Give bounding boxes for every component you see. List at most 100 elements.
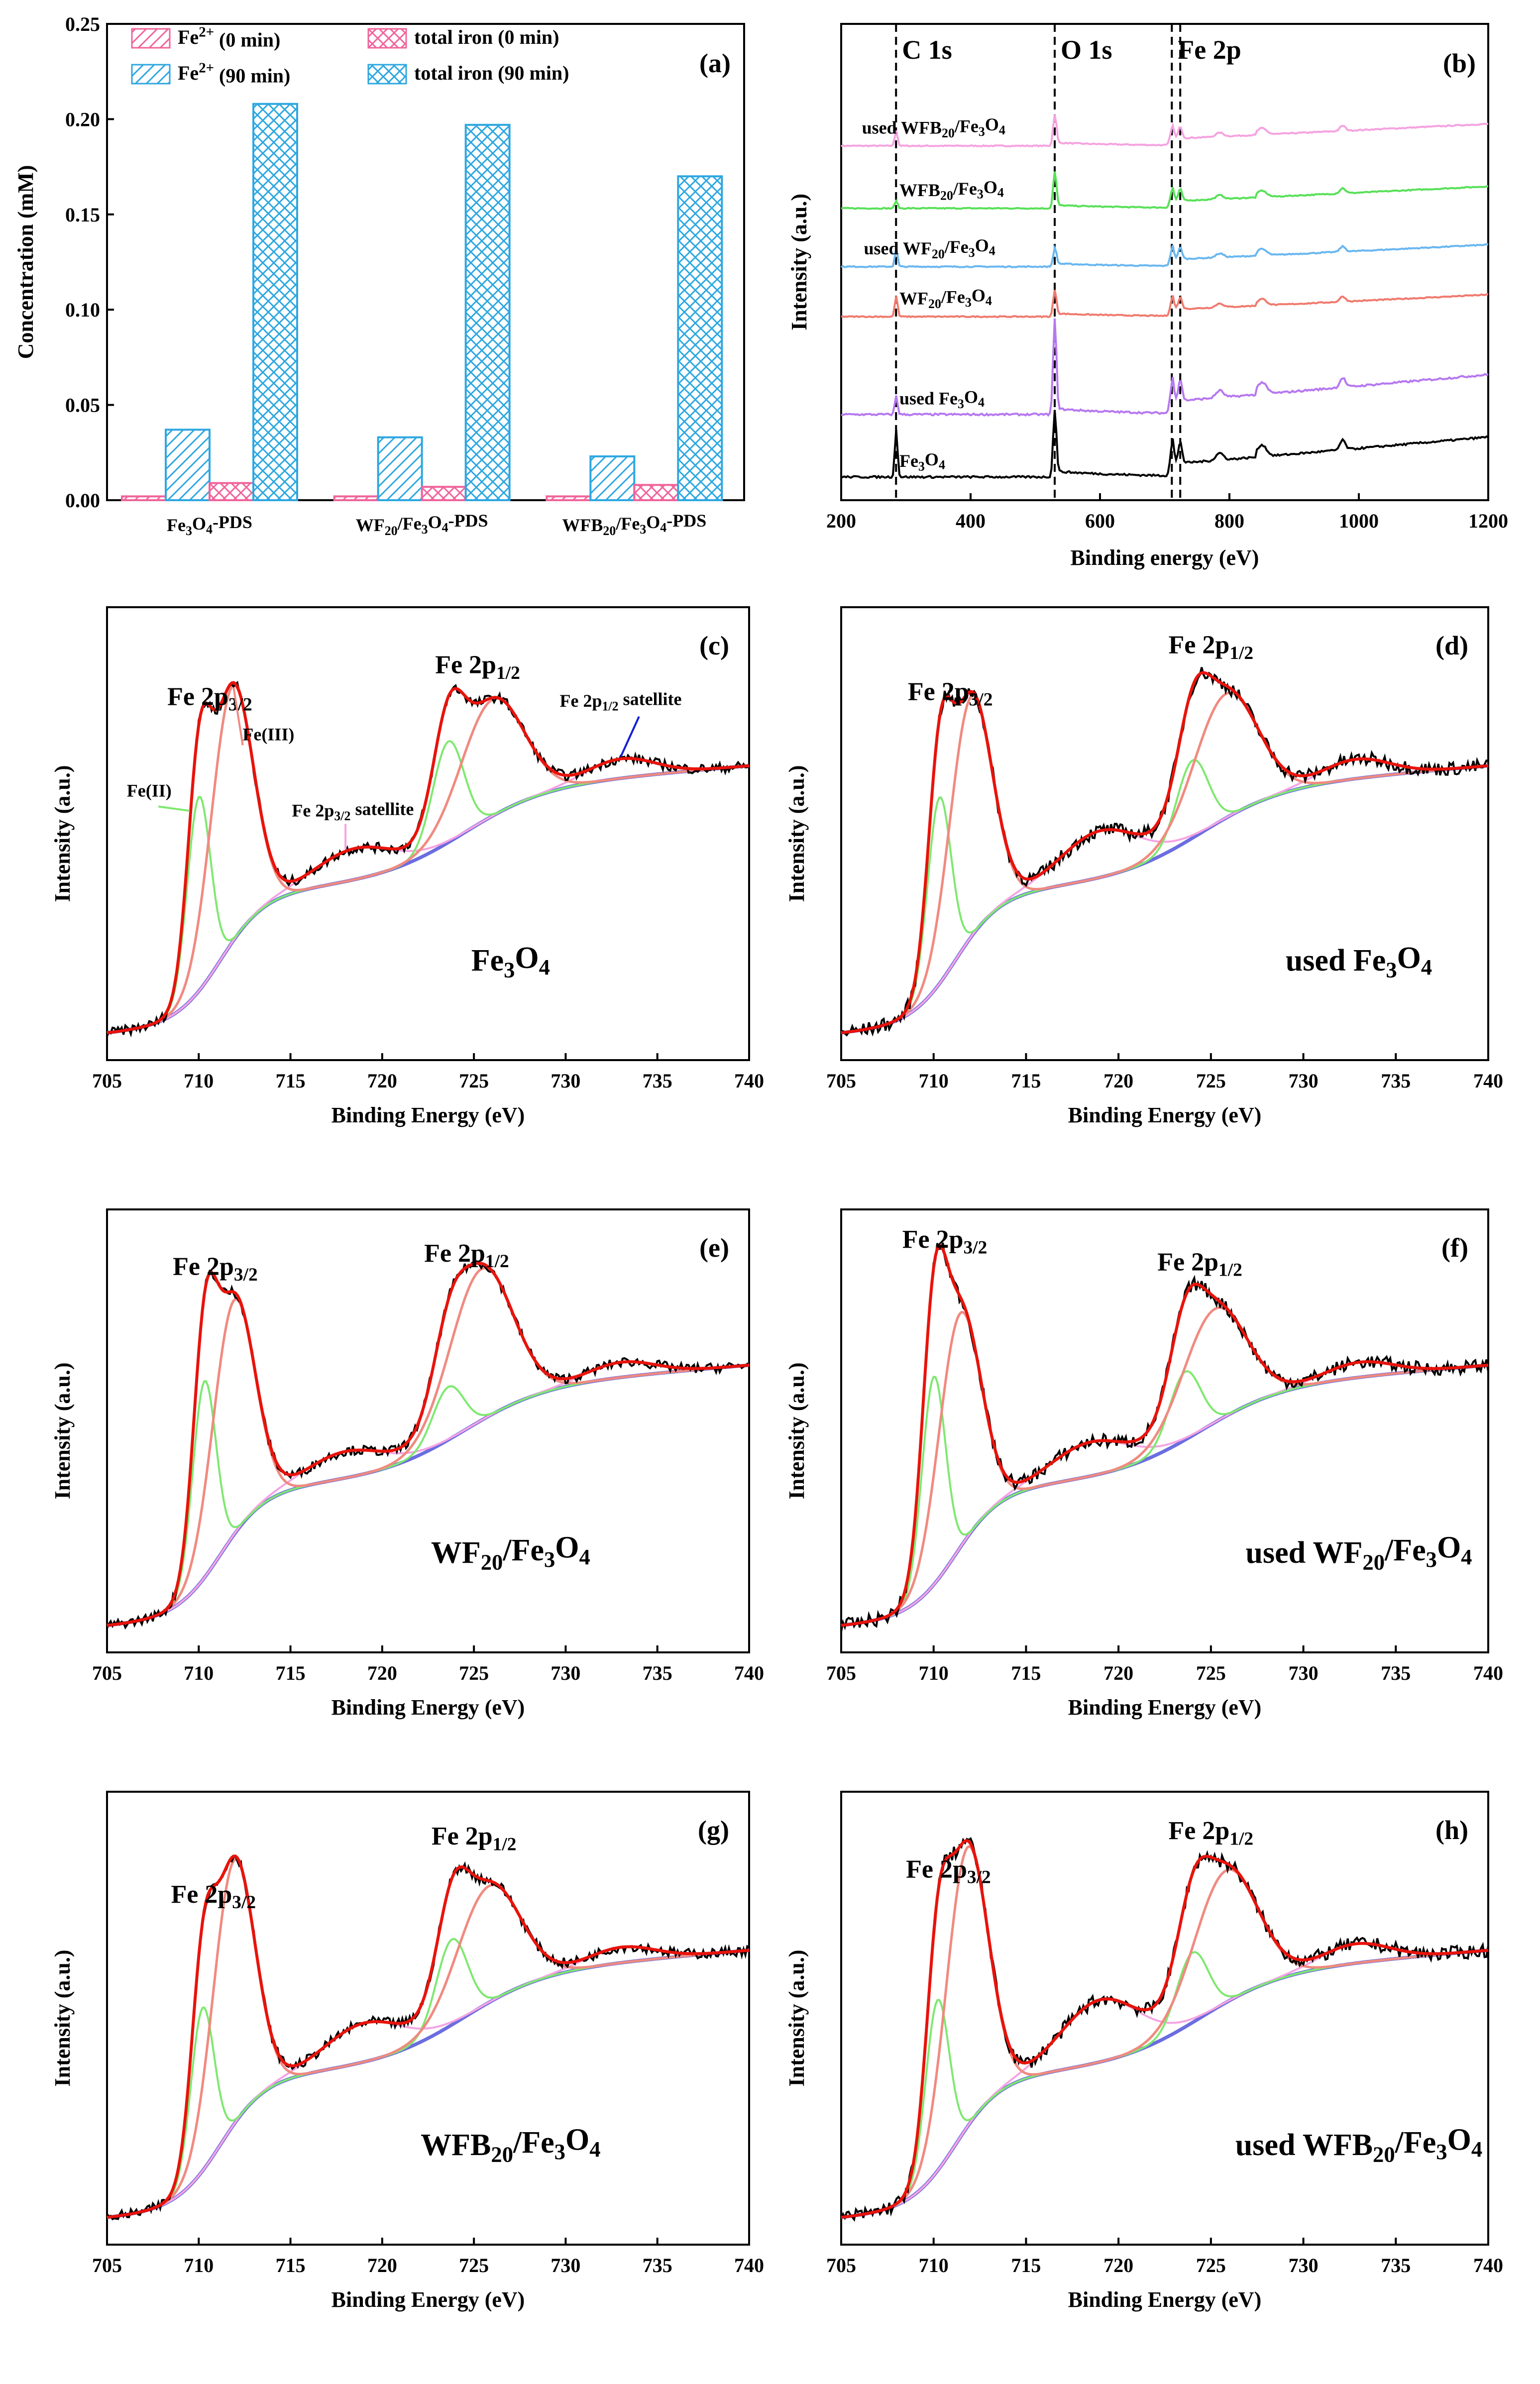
x-tick-label: 715 [1011,1070,1041,1092]
x-axis-label: Binding Energy (eV) [331,2287,525,2312]
bar [677,175,723,501]
envelope-line [107,1854,750,2219]
peak-label: Fe 2p3/2 [906,1855,991,1887]
annotation-arrow [620,716,640,758]
plot-frame [106,1208,750,1653]
fe3-line [107,1858,750,2219]
spectrum-line [841,243,1489,269]
x-tick-label: 735 [643,2254,672,2276]
panel-label: (h) [1435,1815,1468,1845]
x-tick-label: 735 [1381,1070,1411,1092]
peak-label: Fe 2p1/2 [424,1239,509,1272]
x-tick-label: 1200 [1468,510,1508,532]
x-tick-label: 1000 [1339,510,1379,532]
plot-frame [106,606,750,1061]
peak-label: Fe 2p1/2 [435,651,520,683]
spectrum-line [841,290,1489,319]
legend-label: total iron (0 min) [414,26,559,48]
bar [421,486,467,501]
x-tick-label: 200 [826,510,856,532]
fe3-line [107,683,750,1034]
x-tick-label: 740 [734,1662,764,1684]
x-tick-label: 740 [734,1070,764,1092]
fe2-line [841,1364,1489,1626]
x-category-label: WF20/Fe3O4-PDS [356,511,488,538]
spectrum-line [840,114,1489,148]
bar [464,123,511,502]
x-tick-label: 705 [826,1662,856,1684]
spectrum-line [841,410,1489,480]
x-tick-label: 735 [643,1070,672,1092]
sample-label: used Fe3O4 [1286,941,1432,982]
xps-panel: 705 710 715 720 725 730 735 740 Binding Energy (… [784,606,1503,1127]
envelope-line [107,1262,750,1627]
x-tick-label: 725 [1196,2254,1226,2276]
bar [546,495,592,501]
plot-frame [840,23,1489,501]
y-axis-label: Intensity (a.u.) [787,194,811,330]
sample-label: used WF20/Fe3O4 [1246,1531,1472,1575]
panel-label: (a) [699,48,731,78]
envelope-line [841,671,1489,1035]
series-label: used Fe3O4 [899,387,985,411]
y-tick-label: 0.25 [65,13,100,35]
sample-label: Fe3O4 [471,941,550,982]
legend-swatch [131,64,171,85]
sample-label: WFB20/Fe3O4 [421,2123,600,2167]
x-tick-label: 730 [1289,1662,1319,1684]
peak-label: Fe 2p1/2 [1169,631,1254,663]
fe3-line [841,1845,1489,2219]
peak-marker-label: Fe 2p [1178,35,1241,65]
panel-label: (b) [1443,48,1476,78]
x-tick-label: 725 [459,1662,489,1684]
panel-label: (g) [698,1815,729,1845]
series-label: used WFB20/Fe3O4 [862,114,1005,140]
y-axis-label: Intensity (a.u.) [50,1950,75,2086]
x-category-label: Fe3O4-PDS [167,512,252,538]
x-tick-label: 725 [1196,1662,1226,1684]
y-tick-label: 0.05 [65,394,100,417]
plot-frame [840,1208,1489,1653]
envelope-line [841,1244,1489,1627]
panel-label: (d) [1435,631,1468,660]
fe3-line [841,691,1489,1034]
series-label: WFB20/Fe3O4 [899,177,1004,203]
panel-label: (e) [699,1233,729,1263]
envelope-line [107,681,750,1035]
peak-label: Fe 2p3/2 [171,1880,256,1913]
plot-frame [840,1791,1489,2246]
xps-panel: 705 710 715 720 725 730 735 740 Binding Energy (… [50,1208,764,1720]
peak-label: Fe 2p3/2 [173,1253,258,1285]
x-axis-label: Binding energy (eV) [1071,545,1259,570]
y-axis-label: Concentration (mM) [13,165,38,359]
bar [333,495,379,501]
x-tick-label: 710 [184,2254,214,2276]
x-tick-label: 725 [459,2254,489,2276]
x-tick-label: 740 [1473,2254,1503,2276]
background-line [841,1363,1489,1627]
peak-marker-label: C 1s [902,35,952,65]
panel-b: 200 400 600 800 1000 1200 Binding energy (eV) I… [787,23,1508,570]
y-axis-label: Intensity (a.u.) [50,1362,75,1499]
x-tick-label: 705 [92,1662,122,1684]
legend-swatch [367,64,407,85]
x-axis-label: Binding Energy (eV) [1068,1103,1262,1127]
plot-frame [106,1791,750,2246]
x-tick-label: 705 [92,1070,122,1092]
bar [121,495,167,501]
x-tick-label: 710 [919,1070,949,1092]
x-tick-label: 730 [550,1070,580,1092]
panel-a: 0.00 0.05 0.10 0.15 0.20 0.25 Concentration (m… [13,13,745,538]
xps-panel: 705 710 715 720 725 730 735 740 Binding Energy (… [50,1791,764,2312]
x-axis-label: Binding Energy (eV) [331,1103,525,1127]
peak-label: Fe 2p1/2 [432,1822,517,1854]
legend-swatch [367,28,407,49]
envelope-line [841,1839,1489,2219]
satellite-line [841,1360,1489,1626]
x-tick-label: 720 [1103,1070,1133,1092]
x-tick-label: 715 [276,2254,306,2276]
y-axis-label: Intensity (a.u.) [784,765,809,902]
x-tick-label: 600 [1085,510,1115,532]
x-tick-label: 730 [550,2254,580,2276]
